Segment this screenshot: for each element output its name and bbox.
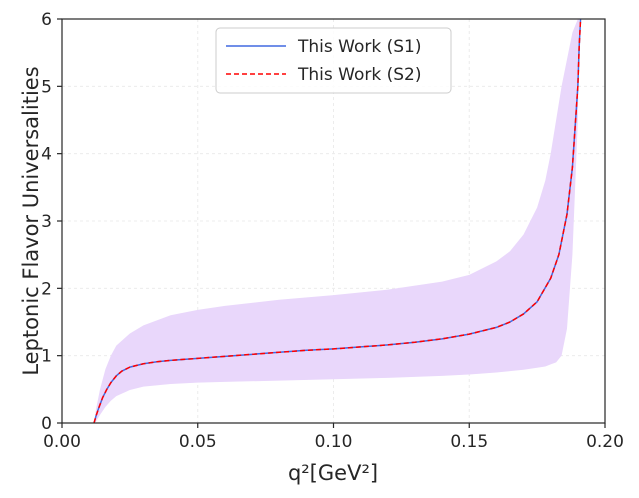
x-axis-title: q²[GeV²] [288, 461, 378, 485]
series-line-s2 [93, 19, 582, 423]
uncertainty-band-layer [94, 19, 580, 423]
x-tick-label: 0.15 [450, 432, 488, 452]
tick-labels: 0.00 0.05 0.10 0.15 0.20 0 1 2 3 4 5 6 [41, 10, 624, 452]
uncertainty-band [94, 19, 580, 423]
legend-label-s2: This Work (S2) [297, 65, 421, 85]
y-tick-label: 4 [41, 145, 52, 165]
x-tick-label: 0.20 [586, 432, 624, 452]
legend-label-s1: This Work (S1) [297, 37, 421, 57]
y-tick-label: 3 [41, 212, 52, 232]
series-layer [93, 19, 582, 423]
y-tick-label: 6 [41, 10, 52, 30]
legend-box [215, 27, 452, 94]
y-axis-title: Leptonic Flavor Universalities [19, 66, 43, 375]
x-tick-label: 0.10 [315, 432, 353, 452]
y-tick-label: 5 [41, 77, 52, 97]
y-tick-label: 0 [41, 414, 52, 434]
y-tick-label: 2 [41, 279, 52, 299]
x-tick-label: 0.00 [43, 432, 81, 452]
y-tick-label: 1 [41, 347, 52, 367]
legend: This Work (S1) This Work (S2) [215, 27, 452, 94]
x-tick-label: 0.05 [179, 432, 217, 452]
